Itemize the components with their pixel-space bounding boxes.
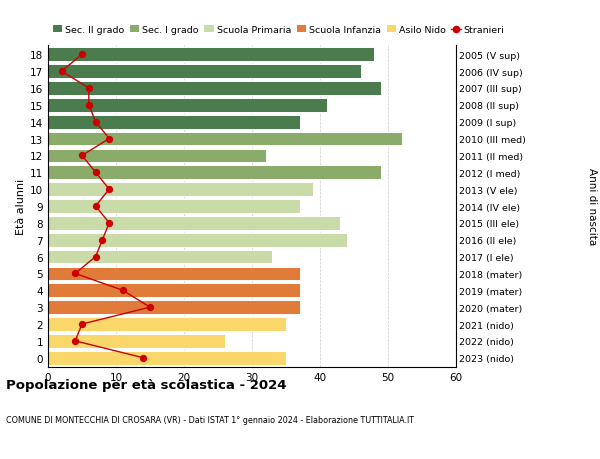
Text: Anni di nascita: Anni di nascita [587, 168, 597, 245]
Point [104, 135, 114, 143]
Point [139, 354, 148, 362]
Bar [48, 318, 286, 331]
Bar [48, 116, 299, 129]
Point [104, 220, 114, 227]
Point [91, 203, 100, 210]
Bar [48, 267, 299, 281]
Bar [48, 82, 381, 95]
Bar [48, 284, 299, 297]
Bar [48, 233, 347, 247]
Y-axis label: Età alunni: Età alunni [16, 179, 26, 235]
Point [118, 287, 128, 294]
Point [84, 102, 94, 109]
Bar [48, 183, 313, 196]
Point [57, 68, 67, 76]
Point [77, 152, 87, 160]
Text: COMUNE DI MONTECCHIA DI CROSARA (VR) - Dati ISTAT 1° gennaio 2024 - Elaborazione: COMUNE DI MONTECCHIA DI CROSARA (VR) - D… [6, 415, 414, 425]
Bar [48, 132, 401, 146]
Legend: Sec. II grado, Sec. I grado, Scuola Primaria, Scuola Infanzia, Asilo Nido, Stran: Sec. II grado, Sec. I grado, Scuola Prim… [53, 26, 505, 35]
Text: Popolazione per età scolastica - 2024: Popolazione per età scolastica - 2024 [6, 379, 287, 392]
Point [77, 51, 87, 59]
Point [70, 270, 80, 278]
Bar [48, 149, 266, 163]
Bar [48, 65, 361, 79]
Point [84, 85, 94, 92]
Bar [48, 200, 299, 213]
Bar [48, 301, 299, 314]
Point [104, 186, 114, 193]
Point [70, 337, 80, 345]
Point [98, 236, 107, 244]
Point [77, 321, 87, 328]
Bar [48, 334, 225, 348]
Bar [48, 250, 272, 264]
Bar [48, 99, 327, 112]
Bar [48, 48, 374, 62]
Point [145, 304, 155, 311]
Point [91, 169, 100, 177]
Point [91, 253, 100, 261]
Bar [48, 351, 286, 365]
Bar [48, 166, 381, 180]
Bar [48, 217, 340, 230]
Point [91, 119, 100, 126]
